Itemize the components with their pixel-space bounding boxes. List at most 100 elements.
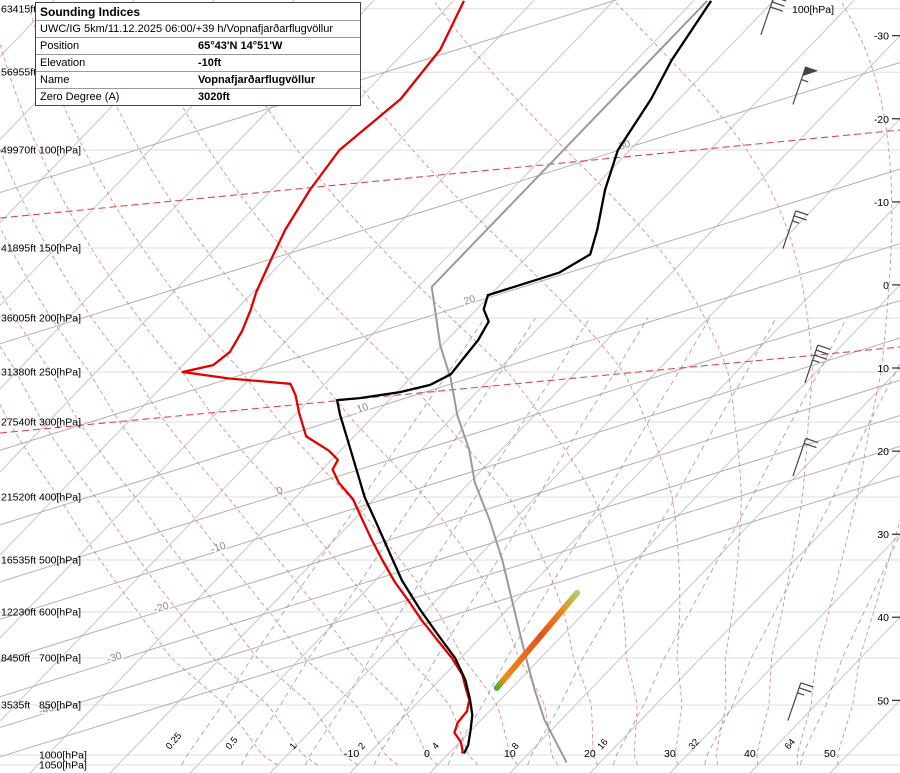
pressure-axis-label: 250[hPa] [39,367,81,379]
wind-barb [760,0,787,35]
sounding-indices-panel: Sounding Indices UWC/IG 5km/11.12.2025 0… [35,2,361,106]
wind-barb [804,344,831,384]
wind-barb-feather [771,1,785,7]
info-label: Elevation [40,57,86,69]
wind-barb [792,66,819,105]
info-value: 65°43'N 14°51'W [198,40,283,52]
mixing-ratio-line [373,317,649,766]
moist-adiabat-line [434,2,742,766]
isotherm-line [429,284,900,773]
info-row-position: Position 65°43'N 14°51'W [36,37,360,54]
panel-title: Sounding Indices [40,5,141,19]
isotherm-line [749,616,900,773]
wind-barb-pennant [802,66,819,77]
pressure-axis-label: 850[hPa] [39,700,81,712]
wind-barb-half-feather [797,692,805,696]
altitude-axis-label: 41895ft [1,243,36,255]
moist-adiabat-line [132,2,599,766]
mixing-ratio-line [181,317,486,766]
isotherm-line [509,367,900,773]
altitude-axis-label: 49970ft [1,145,36,157]
moist-adiabat-line [0,42,479,766]
mixing-ratio-line [304,317,591,766]
wind-barb-feather [817,344,831,350]
right-temperature-label: -10 [874,197,889,209]
isotherm-line [589,450,900,773]
isotherm-line [349,201,900,773]
wind-barb-feather [800,682,814,688]
pressure-axis-label: 100[hPa] [39,145,81,157]
wind-barb-shaft [787,682,802,721]
right-temperature-label: 0 [883,280,889,292]
highlight-segment [493,589,581,691]
wind-barb-feather [803,442,817,449]
altitude-axis-label: 8450ft [1,653,30,665]
reference-dashed-line [0,346,900,434]
isotherm-line [0,0,535,556]
wind-barb-feather [815,349,829,355]
bottom-temperature-label: -10 [344,748,359,760]
right-temperature-label: 30 [877,529,889,541]
altitude-axis-label: 31380ft [1,367,36,379]
adiabat-label: 20 [462,293,477,308]
adiabat-label: 30 [617,138,632,153]
mixing-ratio-line [240,317,536,766]
wind-barb-feather [795,210,809,216]
mixing-ratio-label: 2 [356,741,368,752]
right-temperature-label: -20 [874,114,889,126]
dry-adiabat-line [0,0,618,194]
bottom-temperature-label: 20 [584,748,596,760]
wind-barb-shaft [792,66,807,105]
info-value: 3020ft [198,91,230,103]
bottom-temperature-label: 40 [744,748,756,760]
pressure-axis-label: 1000[hPa] [39,750,87,762]
temperature-curve [335,0,713,755]
altitude-axis-label: 12230ft [1,607,36,619]
bottom-temperature-label: 30 [664,748,676,760]
mixing-ratio-label: 8 [510,741,522,752]
model-run-line: UWC/IG 5km/11.12.2025 06:00/+39 h/Vopnaf… [36,20,360,37]
info-label: Position [40,40,80,52]
pressure-axis-label: 400[hPa] [39,492,81,504]
isotherm-line [0,0,135,141]
mixing-ratio-line [612,317,847,766]
moist-adiabat-line [27,2,519,766]
isotherm-line [0,0,215,224]
wind-barb-feather [798,687,812,693]
right-temperature-label: 40 [877,612,889,624]
isotherm-line [0,0,695,722]
standard-atmosphere-curve [430,0,708,763]
wind-barb [792,437,819,477]
moist-adiabat-line [74,2,559,766]
pressure-axis-label: 300[hPa] [39,417,81,429]
moist-adiabat-line [0,290,358,766]
moist-adiabat-line [303,2,683,766]
right-temperature-label: 10 [877,363,889,375]
wind-barb-feather [814,354,827,360]
altitude-axis-label: 56955ft [1,67,36,79]
top-right-pressure-label: 100[hPa] [792,4,834,16]
moist-adiabat-line [0,345,318,766]
pressure-axis-label: 700[hPa] [39,653,81,665]
wind-barb-feather [793,215,807,221]
wind-barb-half-feather [812,359,820,363]
wind-barb-feather [805,437,819,444]
wind-barb-shaft [760,0,774,35]
info-label: Zero Degree (A) [40,91,120,103]
moist-adiabat-line [206,2,639,766]
pressure-axis-label: 150[hPa] [39,243,81,255]
altitude-axis-label: 27540ft [1,417,36,429]
pressure-axis-label: 200[hPa] [39,313,81,325]
moist-adiabat-line [0,403,278,766]
info-label: Name [40,74,70,86]
isotherm-line [189,35,900,773]
